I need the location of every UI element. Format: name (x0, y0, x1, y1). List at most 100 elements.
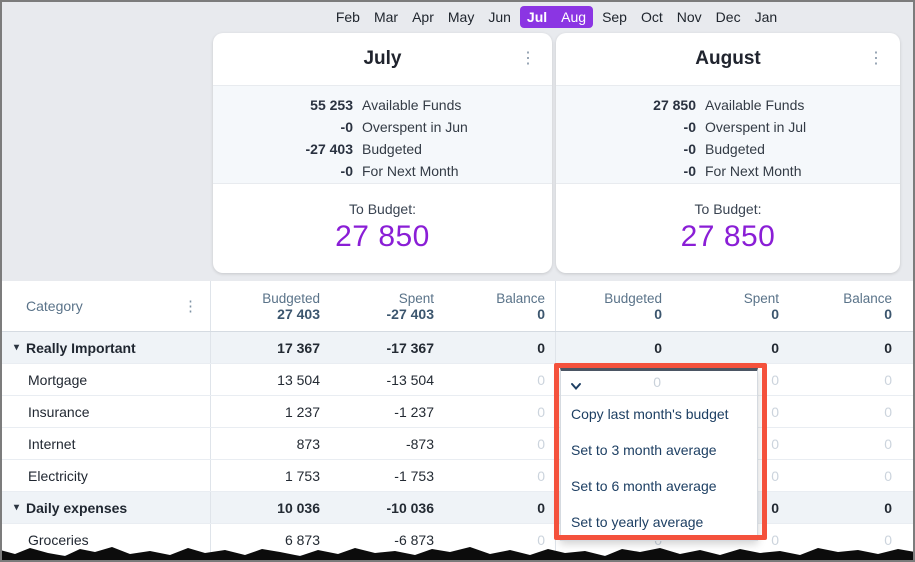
cell-spent: -873 (405, 435, 434, 452)
column-header-spent-aug[interactable]: Spent 0 (743, 290, 779, 322)
cell-spent: -10 036 (386, 499, 434, 516)
column-header-balance-aug[interactable]: Balance 0 (843, 290, 892, 322)
to-budget-section: To Budget: 27 850 (556, 201, 900, 254)
month-sep[interactable]: Sep (602, 9, 627, 25)
cell-spent: 0 (771, 435, 779, 452)
summary-row: -0 For Next Month (556, 160, 900, 182)
category-name[interactable]: Mortgage (28, 371, 88, 388)
budget-cell-editor: 0 (561, 371, 757, 396)
category-name[interactable]: Electricity (28, 467, 88, 484)
cell-balance: 0 (884, 403, 892, 420)
table-header: Category ⋮ Budgeted 27 403 Spent -27 403 B… (2, 281, 913, 332)
category-name[interactable]: Groceries (28, 531, 89, 548)
summary-label: Available Funds (362, 97, 462, 113)
summary-row: 27 850 Available Funds (556, 94, 900, 116)
month-card-august: August ⋮ 27 850 Available Funds -0 Overs… (556, 33, 900, 273)
budget-table: Category ⋮ Budgeted 27 403 Spent -27 403 B… (2, 281, 913, 556)
category-name[interactable]: Daily expenses (26, 499, 128, 516)
kebab-menu-icon[interactable]: ⋮ (520, 50, 536, 67)
cell-balance: 0 (537, 467, 545, 484)
cell-budgeted[interactable]: 13 504 (277, 371, 320, 388)
cell-budgeted[interactable]: 1 753 (284, 467, 320, 484)
month-feb[interactable]: Feb (335, 9, 360, 25)
summary-row: -0 Overspent in Jul (556, 116, 900, 138)
month-oct[interactable]: Oct (640, 9, 663, 25)
month-apr[interactable]: Apr (412, 9, 434, 25)
selected-months-pill: Jul Aug (519, 6, 594, 28)
cell-spent: 0 (771, 403, 779, 420)
month-may[interactable]: May (447, 9, 475, 25)
card-summary: 55 253 Available Funds -0 Overspent in J… (213, 85, 552, 184)
cell-balance: 0 (884, 499, 892, 516)
menu-item-yearly-average[interactable]: Set to yearly average (571, 514, 704, 530)
summary-value: 55 253 (310, 97, 353, 113)
annotation-highlight-box (554, 363, 767, 540)
cell-balance: 0 (884, 435, 892, 452)
summary-label: Overspent in Jul (705, 119, 807, 135)
table-row-group[interactable]: ▾ Daily expenses 10 036 -10 036 0 0 0 0 (2, 492, 913, 524)
table-row[interactable]: Internet 873 -873 0 0 0 0 (2, 428, 913, 460)
month-mar[interactable]: Mar (373, 9, 399, 25)
to-budget-section: To Budget: 27 850 (213, 201, 552, 254)
cell-budgeted[interactable]: 17 367 (277, 339, 320, 356)
cell-spent: -6 873 (394, 531, 434, 548)
menu-item-6-month-average[interactable]: Set to 6 month average (571, 478, 717, 494)
table-row[interactable]: Mortgage 13 504 -13 504 0 0 0 0 (2, 364, 913, 396)
column-header-budgeted-jul[interactable]: Budgeted 27 403 (262, 290, 320, 322)
summary-row: 55 253 Available Funds (213, 94, 552, 116)
cell-spent: 0 (771, 467, 779, 484)
cell-budgeted[interactable]: 6 873 (284, 531, 320, 548)
summary-value: -27 403 (305, 141, 353, 157)
cell-budgeted[interactable]: 1 237 (284, 403, 320, 420)
to-budget-amount[interactable]: 27 850 (335, 220, 430, 253)
to-budget-amount[interactable]: 27 850 (680, 220, 776, 253)
chevron-down-icon[interactable] (570, 378, 582, 396)
card-header: August ⋮ (556, 33, 900, 85)
kebab-menu-icon[interactable]: ⋮ (183, 298, 198, 315)
cell-balance: 0 (884, 467, 892, 484)
torn-edge (2, 547, 913, 560)
cell-balance: 0 (537, 339, 545, 356)
summary-row: -0 Overspent in Jun (213, 116, 552, 138)
column-header-spent-jul[interactable]: Spent -27 403 (386, 290, 434, 322)
collapse-icon[interactable]: ▾ (14, 342, 20, 353)
cell-budgeted[interactable]: 10 036 (277, 499, 320, 516)
summary-label: Available Funds (705, 97, 805, 113)
table-row-group[interactable]: ▾ Really Important 17 367 -17 367 0 0 0 … (2, 332, 913, 364)
summary-value: 27 850 (653, 97, 696, 113)
card-summary: 27 850 Available Funds -0 Overspent in J… (556, 85, 900, 184)
category-name[interactable]: Internet (28, 435, 76, 452)
category-header-label: Category (26, 298, 83, 314)
month-aug[interactable]: Aug (561, 9, 587, 25)
month-nov[interactable]: Nov (676, 9, 702, 25)
menu-item-copy-last-month[interactable]: Copy last month's budget (571, 406, 729, 422)
budget-cell-dropdown: 0 Copy last month's budget Set to 3 mont… (560, 368, 758, 541)
summary-value: -0 (683, 119, 696, 135)
card-header: July ⋮ (213, 33, 552, 85)
month-jan[interactable]: Jan (754, 9, 778, 25)
month-jul[interactable]: Jul (526, 9, 548, 25)
cell-budgeted[interactable]: 0 (555, 332, 662, 363)
cell-spent: -13 504 (386, 371, 434, 388)
table-row[interactable]: Groceries 6 873 -6 873 0 0 0 0 (2, 524, 913, 556)
category-name[interactable]: Insurance (28, 403, 90, 420)
cell-balance: 0 (537, 531, 545, 548)
column-header-budgeted-aug[interactable]: Budgeted 0 (555, 281, 662, 331)
month-jun[interactable]: Jun (488, 9, 511, 25)
cell-spent: 0 (771, 531, 779, 548)
category-name[interactable]: Really Important (26, 339, 136, 356)
summary-label: Budgeted (705, 141, 765, 157)
kebab-menu-icon[interactable]: ⋮ (868, 50, 884, 67)
cell-balance: 0 (537, 371, 545, 388)
month-dec[interactable]: Dec (715, 9, 741, 25)
table-row[interactable]: Insurance 1 237 -1 237 0 0 0 0 (2, 396, 913, 428)
cell-budgeted[interactable]: 873 (296, 435, 320, 452)
summary-label: For Next Month (362, 163, 459, 179)
column-header-balance-jul[interactable]: Balance 0 (496, 290, 545, 322)
table-row[interactable]: Electricity 1 753 -1 753 0 0 0 0 (2, 460, 913, 492)
summary-row: -27 403 Budgeted (213, 138, 552, 160)
summary-row: -0 For Next Month (213, 160, 552, 182)
collapse-icon[interactable]: ▾ (14, 502, 20, 513)
menu-item-3-month-average[interactable]: Set to 3 month average (571, 442, 717, 458)
